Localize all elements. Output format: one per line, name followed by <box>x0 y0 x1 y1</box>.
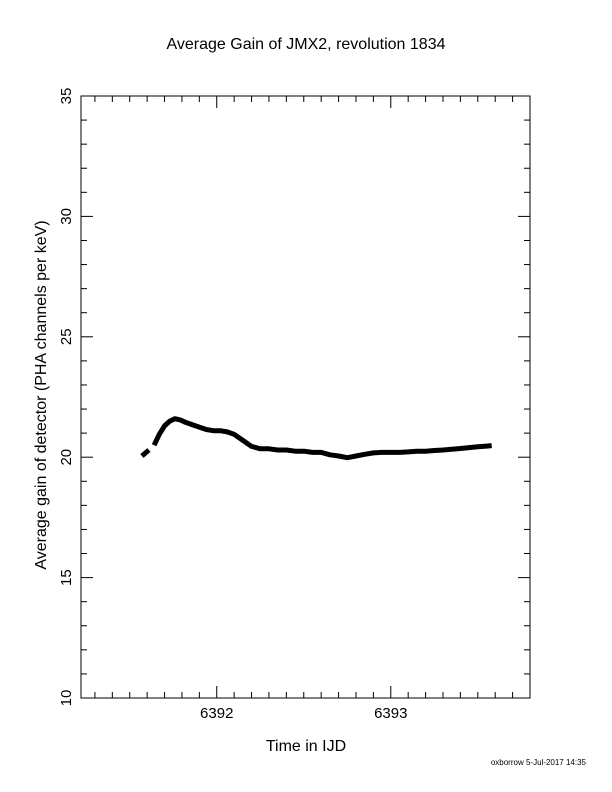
y-tick-label: 15 <box>58 569 75 586</box>
y-tick-label: 30 <box>58 208 75 225</box>
y-tick-label: 35 <box>58 88 75 105</box>
y-tick-label: 10 <box>58 690 75 707</box>
y-axis-label: Average gain of detector (PHA channels p… <box>33 220 50 570</box>
plot-frame <box>80 95 531 699</box>
chart-title: Average Gain of JMX2, revolution 1834 <box>166 36 446 53</box>
axis-ticks <box>81 95 531 699</box>
footer-stamp: oxborrow 5-Jul-2017 14:35 <box>490 758 586 767</box>
gain-series-line <box>151 416 492 461</box>
axis-tick-labels: 6392 6393 10 15 20 25 30 35 <box>58 88 407 722</box>
y-tick-label: 25 <box>58 328 75 345</box>
y-tick-label: 20 <box>58 449 75 466</box>
gain-series-segment <box>140 448 151 458</box>
x-tick-label: 6393 <box>374 705 407 722</box>
x-tick-label: 6392 <box>200 705 233 722</box>
data-lines <box>140 416 492 461</box>
x-axis-label: Time in IJD <box>265 738 347 755</box>
